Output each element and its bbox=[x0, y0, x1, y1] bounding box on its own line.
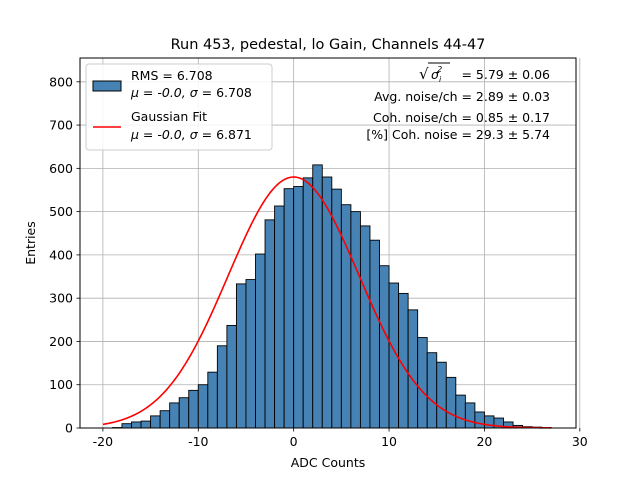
histogram-bar bbox=[426, 352, 438, 429]
histogram-bar bbox=[350, 211, 361, 429]
histogram-bar bbox=[207, 371, 218, 429]
legend-histogram-swatch bbox=[92, 80, 122, 92]
y-tick-label: 100 bbox=[49, 377, 73, 392]
histogram-bar bbox=[359, 225, 371, 429]
y-tick-label: 700 bbox=[49, 118, 73, 133]
histogram-bar bbox=[255, 253, 266, 429]
x-axis-ticks: -20 -10 0 10 20 30 bbox=[93, 428, 588, 449]
histogram-bar bbox=[169, 402, 180, 429]
y-axis-ticks: 0 100 200 300 400 500 600 700 800 bbox=[49, 74, 80, 436]
histogram-bar bbox=[445, 376, 457, 429]
histogram-bar bbox=[131, 421, 142, 429]
stats-annotations: √ σi2 = 5.79 ± 0.06 Avg. noise/ch = 2.89… bbox=[366, 62, 550, 142]
sqrt-symbol: √ bbox=[419, 65, 429, 83]
legend-fit-label: Gaussian Fit bbox=[131, 109, 207, 124]
histogram-bar bbox=[140, 420, 152, 429]
histogram-bar bbox=[197, 384, 209, 429]
histogram-bar bbox=[264, 219, 276, 429]
legend-box bbox=[85, 63, 273, 151]
coherent-noise-percent: [%] Coh. noise = 29.3 ± 5.74 bbox=[366, 127, 550, 142]
x-tick-label: -20 bbox=[93, 434, 113, 449]
y-axis-label: Entries bbox=[23, 221, 38, 265]
coherent-noise-per-channel: Coh. noise/ch = 0.85 ± 0.17 bbox=[373, 110, 550, 125]
histogram-bar bbox=[312, 164, 323, 429]
x-tick-label: 10 bbox=[381, 434, 397, 449]
avg-noise-per-channel: Avg. noise/ch = 2.89 ± 0.03 bbox=[374, 89, 550, 104]
x-tick-label: 30 bbox=[572, 434, 588, 449]
histogram-bar bbox=[178, 397, 190, 429]
y-tick-label: 400 bbox=[49, 247, 73, 262]
histogram-bar bbox=[379, 265, 390, 429]
histogram-bar bbox=[226, 324, 237, 429]
histogram-bar bbox=[302, 177, 314, 429]
plot-frame bbox=[79, 57, 577, 429]
legend-fit-stats: μ = -0.0, σ = 6.871 bbox=[130, 127, 252, 142]
histogram-bar bbox=[216, 345, 228, 429]
y-tick-label: 0 bbox=[65, 421, 73, 436]
histogram-bar bbox=[121, 423, 132, 429]
histogram-bar bbox=[436, 361, 447, 429]
legend: RMS = 6.708 μ = -0.0, σ = 6.708 Gaussian… bbox=[85, 63, 273, 151]
histogram-bar bbox=[464, 402, 476, 429]
y-tick-label: 300 bbox=[49, 291, 73, 306]
histogram-bar bbox=[283, 188, 295, 429]
gaussian-fit-curve bbox=[102, 176, 552, 429]
histogram-bar bbox=[407, 309, 419, 429]
histogram-bar bbox=[150, 415, 161, 429]
chart-title: Run 453, pedestal, lo Gain, Channels 44-… bbox=[171, 37, 486, 53]
histogram-bar bbox=[159, 410, 171, 429]
histogram-bar bbox=[455, 394, 466, 429]
sigma-total-value: = 5.79 ± 0.06 bbox=[461, 67, 550, 82]
histogram-bar bbox=[293, 186, 304, 429]
x-tick-label: -10 bbox=[188, 434, 208, 449]
y-tick-label: 800 bbox=[49, 74, 73, 89]
histogram-bars bbox=[111, 164, 552, 429]
histogram-bar bbox=[245, 279, 256, 429]
histogram-bar bbox=[274, 205, 285, 429]
legend-histogram-label: RMS = 6.708 bbox=[131, 68, 213, 83]
y-tick-label: 200 bbox=[49, 334, 73, 349]
x-tick-label: 20 bbox=[476, 434, 492, 449]
y-tick-label: 500 bbox=[49, 204, 73, 219]
x-tick-label: 0 bbox=[290, 434, 298, 449]
x-axis-label: ADC Counts bbox=[291, 455, 366, 470]
histogram-bar bbox=[474, 411, 485, 429]
histogram-bar bbox=[369, 239, 380, 429]
sigma-i-squared: σi2 bbox=[431, 65, 442, 84]
y-tick-label: 600 bbox=[49, 161, 73, 176]
histogram-bar bbox=[235, 283, 247, 429]
histogram-bar bbox=[188, 389, 199, 429]
histogram-bar bbox=[417, 337, 428, 429]
legend-histogram-stats: μ = -0.0, σ = 6.708 bbox=[130, 85, 252, 100]
